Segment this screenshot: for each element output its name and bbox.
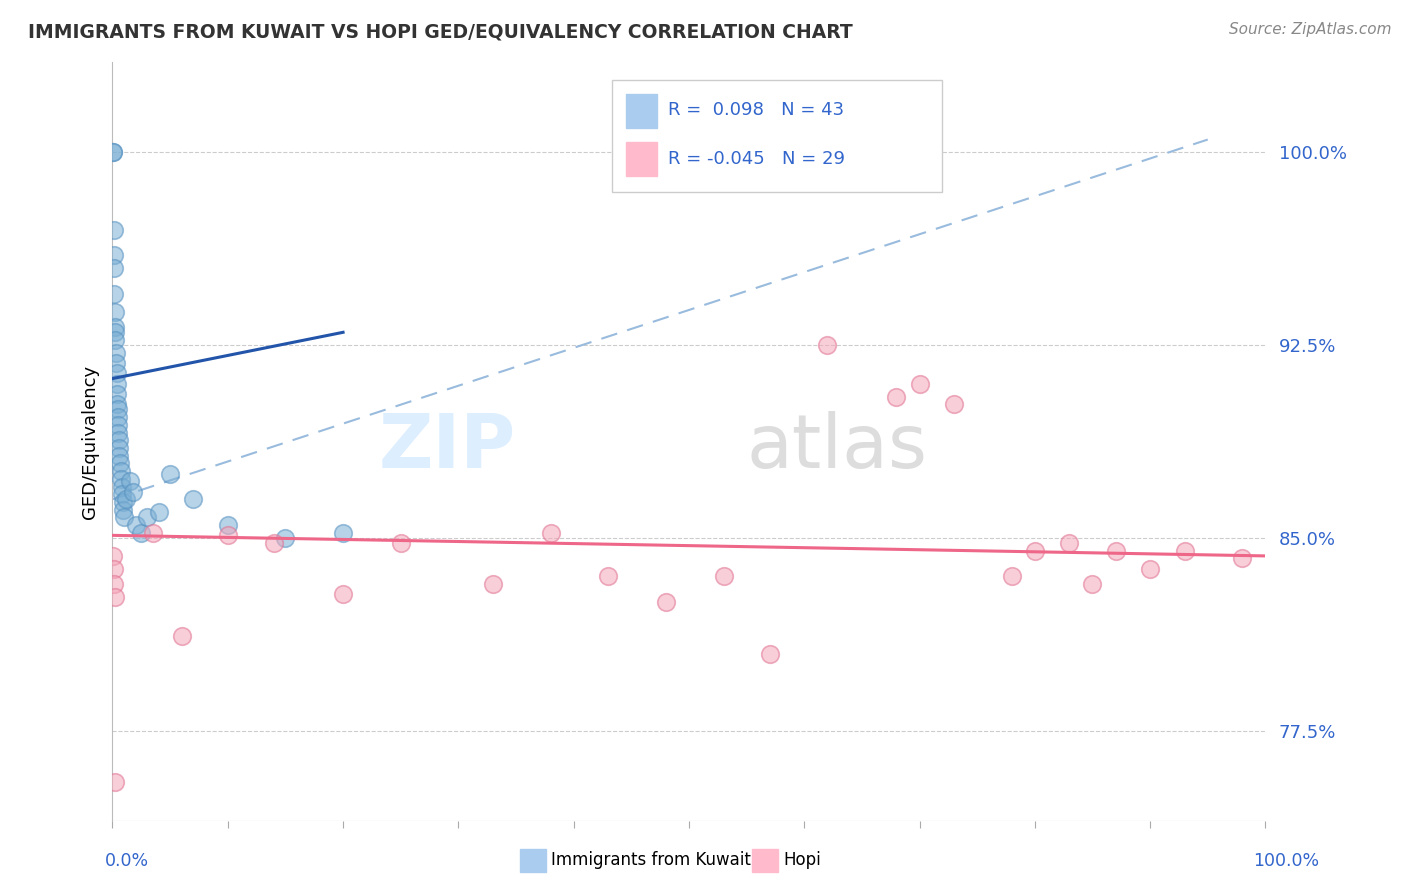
Point — [815, 338, 838, 352]
Point — [124, 518, 146, 533]
Point — [108, 441, 131, 455]
Point — [129, 525, 153, 540]
Text: R = -0.045   N = 29: R = -0.045 N = 29 — [668, 150, 845, 168]
Y-axis label: GED/Equivalency: GED/Equivalency — [80, 365, 98, 518]
Point — [1059, 536, 1081, 550]
Point — [655, 595, 678, 609]
Point — [107, 417, 129, 432]
Point — [110, 464, 132, 478]
Point — [108, 434, 131, 448]
Text: IMMIGRANTS FROM KUWAIT VS HOPI GED/EQUIVALENCY CORRELATION CHART: IMMIGRANTS FROM KUWAIT VS HOPI GED/EQUIV… — [28, 22, 853, 41]
Point — [1024, 543, 1046, 558]
Point — [112, 502, 135, 516]
Text: Source: ZipAtlas.com: Source: ZipAtlas.com — [1229, 22, 1392, 37]
Point — [104, 356, 127, 370]
Point — [111, 487, 134, 501]
Point — [170, 629, 193, 643]
Text: ZIP: ZIP — [378, 411, 516, 484]
Point — [104, 320, 127, 334]
Point — [107, 410, 129, 425]
Point — [181, 492, 204, 507]
Point — [1139, 562, 1161, 576]
Point — [598, 569, 620, 583]
Point — [159, 467, 181, 481]
Point — [104, 333, 127, 347]
Point — [943, 397, 966, 411]
Point — [482, 577, 505, 591]
Point — [332, 525, 354, 540]
Point — [142, 525, 165, 540]
Point — [107, 402, 129, 417]
Point — [111, 479, 134, 493]
Point — [104, 304, 127, 318]
Text: 0.0%: 0.0% — [104, 852, 149, 870]
Point — [104, 346, 127, 360]
Point — [103, 261, 125, 276]
Point — [104, 590, 127, 604]
Point — [217, 518, 239, 533]
Point — [136, 510, 159, 524]
Point — [217, 528, 239, 542]
Point — [540, 525, 562, 540]
Point — [112, 510, 135, 524]
Text: Hopi: Hopi — [783, 851, 821, 869]
Text: Immigrants from Kuwait: Immigrants from Kuwait — [551, 851, 751, 869]
Point — [110, 472, 132, 486]
Point — [107, 425, 129, 440]
Point — [108, 456, 131, 470]
Point — [274, 531, 297, 545]
Point — [103, 562, 125, 576]
Point — [101, 549, 124, 563]
Point — [105, 367, 128, 381]
Point — [1232, 551, 1254, 566]
Point — [758, 647, 780, 661]
Point — [1001, 569, 1024, 583]
Text: R =  0.098   N = 43: R = 0.098 N = 43 — [668, 101, 844, 119]
Point — [122, 484, 145, 499]
Point — [886, 390, 908, 404]
Point — [104, 775, 127, 789]
Point — [148, 505, 170, 519]
Point — [103, 248, 125, 262]
Point — [103, 286, 125, 301]
Point — [118, 475, 141, 489]
Text: atlas: atlas — [747, 411, 928, 484]
Point — [108, 449, 131, 463]
Point — [111, 495, 134, 509]
Point — [105, 376, 128, 391]
Point — [332, 587, 354, 601]
Point — [115, 492, 138, 507]
Point — [1104, 543, 1126, 558]
Point — [103, 222, 125, 236]
Point — [908, 376, 931, 391]
Point — [103, 577, 125, 591]
Point — [1081, 577, 1104, 591]
Text: 100.0%: 100.0% — [1253, 852, 1320, 870]
Point — [104, 326, 127, 340]
Point — [713, 569, 735, 583]
Point — [105, 397, 128, 411]
Point — [105, 387, 128, 401]
Point — [389, 536, 412, 550]
Point — [1174, 543, 1197, 558]
Point — [263, 536, 285, 550]
Point — [101, 145, 124, 160]
Point — [101, 145, 124, 160]
